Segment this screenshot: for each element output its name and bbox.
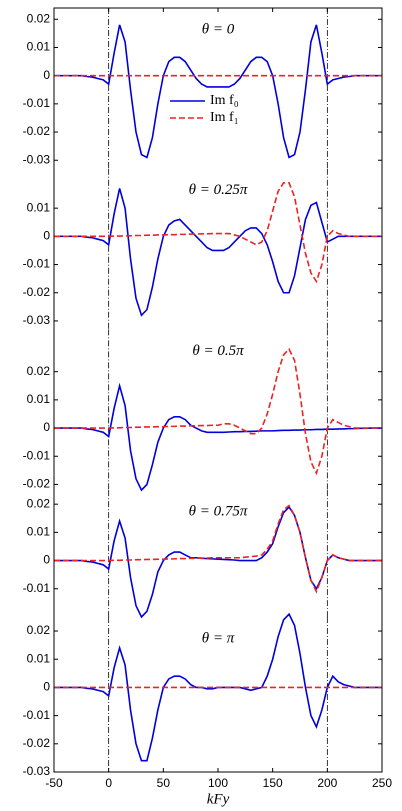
y-tick-label: 0.01	[27, 651, 51, 665]
y-tick-label: 0	[43, 553, 50, 567]
y-tick-label: -0.03	[23, 764, 51, 778]
y-tick-label: 0.01	[27, 40, 51, 54]
y-tick-label: 0	[43, 229, 50, 243]
x-axis-label: kFy	[207, 791, 230, 807]
y-tick-label: -0.02	[23, 285, 51, 299]
legend-label: Im f₁	[210, 110, 239, 125]
y-tick-label: -0.01	[23, 448, 51, 462]
series-line	[54, 24, 382, 159]
y-tick-label: 0.02	[27, 11, 51, 25]
y-tick-label: 0	[43, 680, 50, 694]
legend-label: Im f₀	[210, 93, 239, 108]
series-line	[54, 382, 382, 492]
y-tick-label: -0.01	[23, 96, 51, 110]
plot-frame	[53, 7, 383, 773]
y-tick-label: -0.02	[23, 736, 51, 750]
panel-title: θ = 0.75π	[189, 504, 248, 520]
y-tick-label: -0.01	[23, 708, 51, 722]
y-tick-label: 0	[43, 68, 50, 82]
series-line	[54, 181, 382, 284]
y-tick-label: 0.02	[27, 364, 51, 378]
y-tick-label: -0.03	[23, 152, 51, 166]
x-tick-label: 150	[263, 776, 283, 790]
series-line	[54, 347, 382, 476]
x-tick-label: 100	[208, 776, 228, 790]
x-tick-label: 200	[317, 776, 337, 790]
y-tick-label: -0.02	[23, 477, 51, 491]
panel-title: θ = 0.5π	[192, 343, 244, 359]
y-tick-label: 0.01	[27, 200, 51, 214]
y-tick-label: 0.02	[27, 496, 51, 510]
y-tick-label: 0.01	[27, 392, 51, 406]
panel-title: θ = π	[202, 630, 235, 646]
x-tick-label: 0	[105, 776, 112, 790]
y-tick-label: -0.01	[23, 581, 51, 595]
series-line	[54, 505, 382, 619]
panel-title: θ = 0.25π	[189, 182, 248, 198]
y-tick-label: 0.02	[27, 623, 51, 637]
series-line	[54, 504, 382, 594]
y-tick-label: -0.02	[23, 124, 51, 138]
y-tick-label: 0.01	[27, 525, 51, 539]
panel-title: θ = 0	[202, 21, 235, 37]
y-tick-label: -0.03	[23, 313, 51, 327]
x-tick-label: 250	[372, 776, 392, 790]
y-tick-label: -0.01	[23, 257, 51, 271]
x-tick-label: 50	[157, 776, 171, 790]
y-tick-label: 0	[43, 420, 50, 434]
x-tick-label: -50	[45, 776, 63, 790]
series-line	[54, 188, 382, 317]
